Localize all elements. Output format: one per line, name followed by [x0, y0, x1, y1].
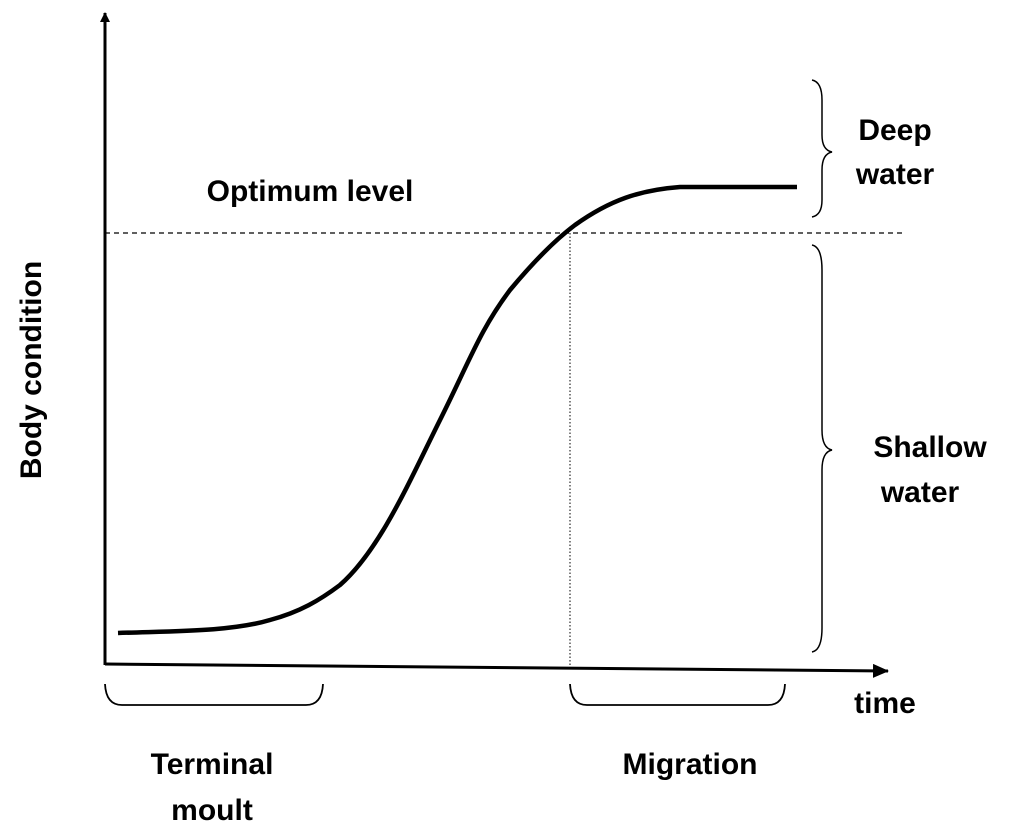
brace-deep: [811, 79, 833, 218]
x-axis-label: time: [854, 687, 916, 720]
zone-label: water: [880, 476, 960, 509]
condition-curve: [117, 184, 797, 636]
phase-label: moult: [171, 794, 253, 827]
phase-label: Terminal: [151, 748, 274, 781]
zone-label: water: [855, 158, 935, 191]
brace-shallow: [811, 244, 833, 653]
zone-label: Deep: [858, 114, 931, 147]
brace-moult: [104, 683, 324, 706]
y-axis-label: Body condition: [15, 261, 48, 479]
brace-migration: [569, 683, 786, 706]
optimum-label: Optimum level: [207, 175, 414, 208]
x-axis: [104, 662, 889, 678]
phase-label: Migration: [623, 748, 758, 781]
zone-label: Shallow: [873, 431, 987, 464]
